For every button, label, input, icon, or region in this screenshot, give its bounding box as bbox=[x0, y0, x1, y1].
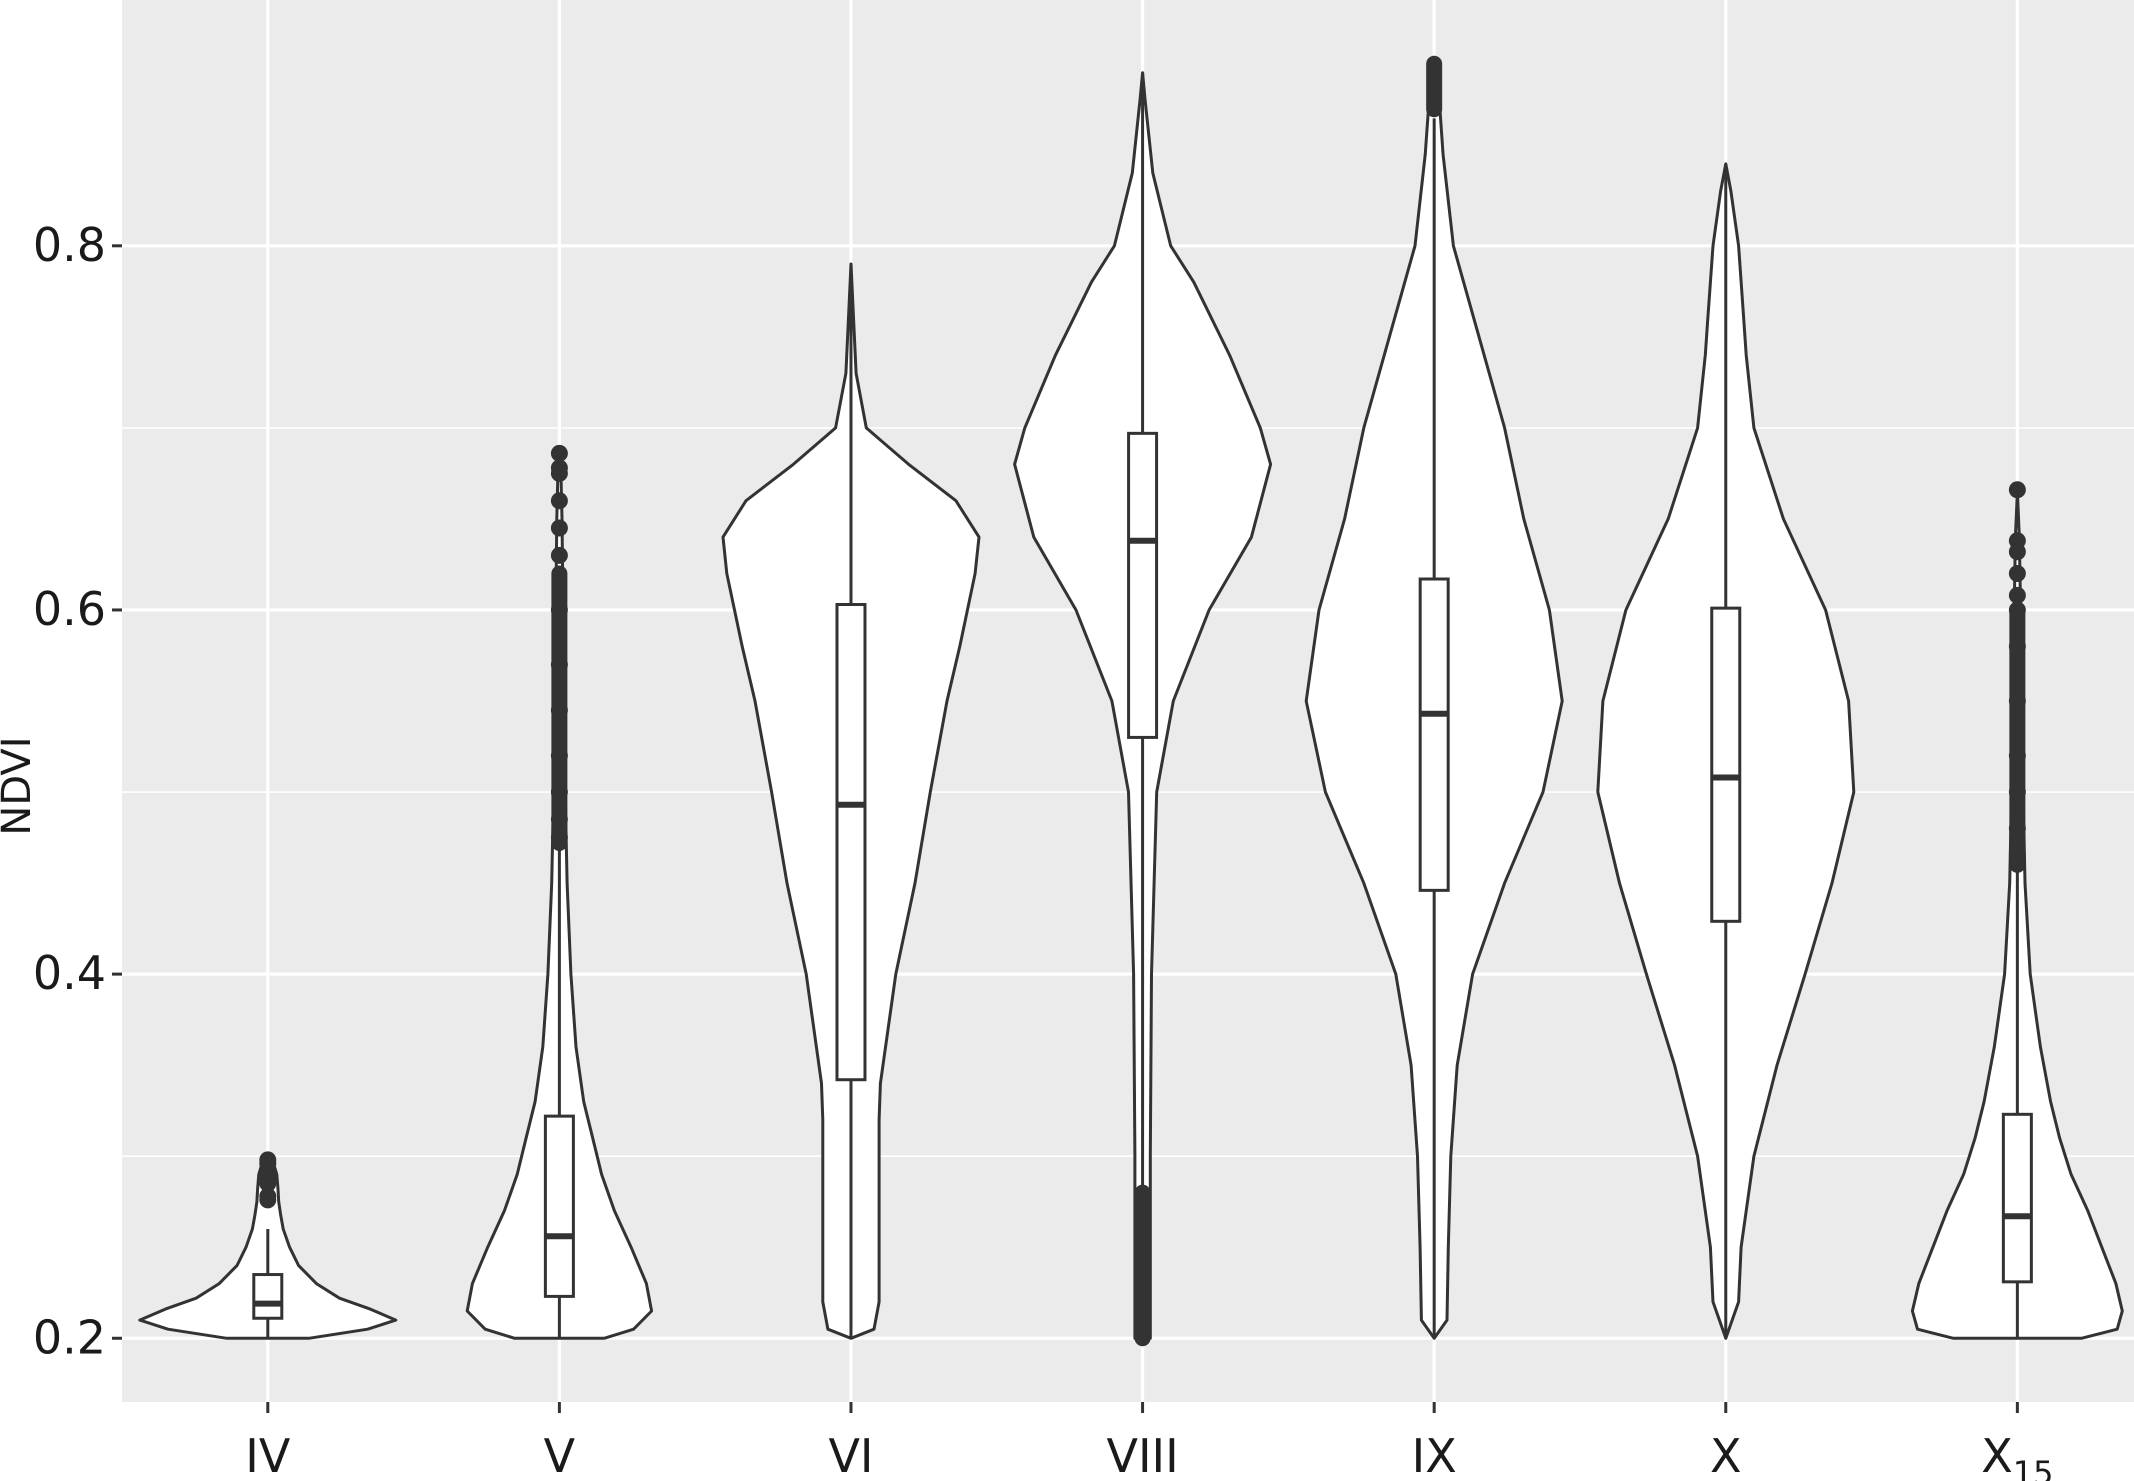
x-tick-label-main: X bbox=[1981, 1429, 2013, 1481]
outlier-point bbox=[2008, 532, 2026, 550]
violin-group-6 bbox=[1596, 162, 1856, 1340]
box bbox=[835, 602, 867, 1082]
box bbox=[1127, 431, 1159, 739]
y-axis-label: NDVI bbox=[0, 736, 40, 835]
violin-group-1 bbox=[138, 1151, 398, 1340]
x-tick-label-subscript: 15 bbox=[2013, 1454, 2054, 1481]
outlier-point bbox=[2008, 565, 2026, 583]
outlier-point bbox=[2008, 747, 2026, 765]
box bbox=[2001, 1112, 2033, 1284]
outlier-point bbox=[550, 492, 568, 510]
outlier-point bbox=[2008, 586, 2026, 604]
x-tick-label-main: X bbox=[1710, 1429, 1742, 1481]
violin-group-5 bbox=[1304, 55, 1564, 1340]
box bbox=[1710, 606, 1742, 923]
outlier-point bbox=[550, 783, 568, 801]
box bbox=[543, 1114, 575, 1298]
x-tick-label: IV bbox=[245, 1429, 291, 1481]
outlier-point bbox=[2008, 819, 2026, 837]
y-tick-label: 0.8 bbox=[33, 218, 106, 272]
box bbox=[1418, 577, 1450, 892]
x-tick-label-main: VI bbox=[828, 1429, 873, 1481]
outlier-point bbox=[2008, 601, 2026, 619]
violin-group-3 bbox=[721, 262, 981, 1340]
y-tick-label: 0.4 bbox=[33, 946, 106, 1000]
outlier-point bbox=[2008, 847, 2026, 865]
outlier-point bbox=[550, 656, 568, 674]
x-tick-label: IX bbox=[1412, 1429, 1457, 1481]
violin-group-2 bbox=[465, 444, 654, 1340]
x-tick-label: V bbox=[544, 1429, 576, 1481]
outlier-point bbox=[2008, 481, 2026, 499]
x-tick-label-main: V bbox=[544, 1429, 576, 1481]
outlier-point bbox=[550, 519, 568, 537]
outlier-point bbox=[550, 747, 568, 765]
outlier-band bbox=[1426, 55, 1443, 118]
outlier-point bbox=[550, 829, 568, 847]
outlier-point bbox=[259, 1151, 277, 1169]
outlier-point bbox=[2008, 637, 2026, 655]
axes: 0.20.40.60.8IV V VI VIII IX X X15 bbox=[33, 218, 2054, 1481]
outlier-point bbox=[550, 701, 568, 719]
outlier-band bbox=[1134, 1184, 1151, 1347]
x-tick-label-main: IX bbox=[1412, 1429, 1457, 1481]
x-tick-label: VI bbox=[828, 1429, 873, 1481]
outlier-point bbox=[550, 459, 568, 477]
y-tick-label: 0.2 bbox=[33, 1310, 106, 1364]
outlier-point bbox=[550, 546, 568, 564]
x-tick-label: VIII bbox=[1106, 1429, 1178, 1481]
box bbox=[252, 1273, 284, 1320]
outlier-point bbox=[550, 601, 568, 619]
violins bbox=[138, 55, 2124, 1347]
x-tick-label-main: IV bbox=[245, 1429, 291, 1481]
outlier-point bbox=[550, 810, 568, 828]
outlier-band bbox=[2009, 601, 2026, 873]
outlier-point bbox=[550, 444, 568, 462]
outlier-point bbox=[2008, 692, 2026, 710]
x-tick-label: X15 bbox=[1981, 1429, 2053, 1481]
outlier-point bbox=[2008, 783, 2026, 801]
outlier-point bbox=[259, 1187, 277, 1205]
x-tick-label-main: VIII bbox=[1106, 1429, 1178, 1481]
violin-group-7 bbox=[1910, 481, 2124, 1340]
y-tick-label: 0.6 bbox=[33, 582, 106, 636]
x-tick-label: X bbox=[1710, 1429, 1742, 1481]
violin-group-4 bbox=[1013, 71, 1273, 1347]
